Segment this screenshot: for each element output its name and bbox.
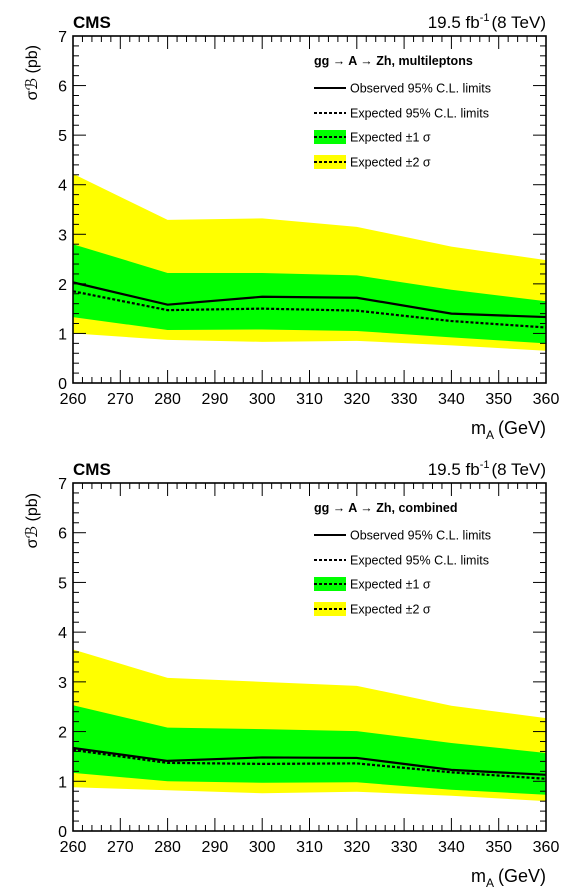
x-tick-label: 320 (343, 391, 370, 408)
luminosity-value: 19.5 fb (428, 460, 480, 479)
x-axis-label-unit: (GeV) (498, 418, 546, 438)
legend-entry: Observed 95% C.L. limits (350, 529, 491, 543)
legend-entry: Observed 95% C.L. limits (350, 82, 491, 96)
experiment-label: CMS (73, 460, 111, 479)
energy-label: (8 TeV) (492, 13, 547, 32)
x-tick-label: 360 (533, 391, 560, 408)
y-axis-label: σℬ (pb) (24, 493, 41, 548)
y-tick-label: 2 (58, 277, 67, 294)
x-tick-label: 280 (154, 391, 181, 408)
x-tick-label: 330 (391, 839, 418, 856)
y-tick-label: 1 (58, 774, 67, 791)
x-tick-label: 340 (438, 839, 465, 856)
y-tick-label: 2 (58, 725, 67, 742)
y-tick-label: 6 (58, 79, 67, 96)
legend-title: gg → A → Zh, combined (314, 501, 458, 515)
x-tick-label: 280 (154, 839, 181, 856)
x-tick-label: 300 (249, 839, 276, 856)
x-tick-label: 290 (202, 391, 229, 408)
y-tick-label: 7 (58, 476, 67, 493)
chart-panel-2: 260 270 280 290 300 310 320 330 340 350 360 0 1 2 3 4 5 6… (24, 459, 559, 888)
y-tick-label: 3 (58, 227, 67, 244)
y-axis-label: σℬ (pb) (24, 45, 41, 100)
x-tick-label: 350 (485, 839, 512, 856)
x-tick-label: 270 (107, 839, 134, 856)
y-tick-label: 0 (58, 824, 67, 841)
y-tick-label: 4 (58, 625, 67, 642)
chart-panel-1: 260 270 280 290 300 310 320 330 340 350 360 0 1 2 3 4 5 6… (24, 12, 559, 442)
y-tick-label: 3 (58, 675, 67, 692)
x-tick-label: 260 (60, 391, 87, 408)
legend-entry: Expected ±1 σ (350, 578, 431, 592)
expected-limit-line (72, 748, 547, 780)
y-tick-label: 7 (58, 29, 67, 46)
x-tick-label: 320 (343, 839, 370, 856)
y-tick-label: 5 (58, 128, 67, 145)
legend-entry: Expected ±2 σ (350, 603, 431, 617)
x-tick-label: 310 (296, 391, 323, 408)
x-axis-label-symbol: m (471, 418, 486, 438)
luminosity-value: 19.5 fb (428, 13, 480, 32)
x-tick-label: 260 (60, 839, 87, 856)
luminosity-label: 19.5 fb-1 (8 TeV) (428, 12, 546, 32)
x-axis-label-unit: (GeV) (498, 866, 546, 886)
x-tick-label: 290 (202, 839, 229, 856)
x-axis-label-subscript: A (486, 876, 494, 888)
x-tick-label: 340 (438, 391, 465, 408)
y-tick-label: 0 (58, 376, 67, 393)
x-axis-label: mA (GeV) (471, 418, 546, 442)
luminosity-exponent: -1 (480, 12, 490, 24)
y-tick-label: 4 (58, 178, 67, 195)
luminosity-label: 19.5 fb-1 (8 TeV) (428, 459, 546, 479)
legend-entry: Expected ±1 σ (350, 131, 431, 145)
x-tick-label: 360 (533, 839, 560, 856)
x-tick-label: 300 (249, 391, 276, 408)
luminosity-exponent: -1 (480, 459, 490, 471)
expected-limit-line (72, 290, 547, 329)
band-1sigma (73, 705, 546, 795)
x-tick-label: 330 (391, 391, 418, 408)
legend-entry: Expected 95% C.L. limits (350, 554, 489, 568)
experiment-label: CMS (73, 13, 111, 32)
observed-limit-line (72, 281, 547, 319)
x-tick-label: 270 (107, 391, 134, 408)
x-axis-label-symbol: m (471, 866, 486, 886)
y-tick-label: 5 (58, 575, 67, 592)
y-tick-label: 6 (58, 526, 67, 543)
x-axis-label: mA (GeV) (471, 866, 546, 888)
x-tick-label: 350 (485, 391, 512, 408)
observed-limit-line (72, 746, 547, 776)
x-tick-label: 310 (296, 839, 323, 856)
energy-label: (8 TeV) (492, 460, 547, 479)
y-tick-label: 1 (58, 326, 67, 343)
legend-title: gg → A → Zh, multileptons (314, 54, 473, 68)
legend-entry: Expected 95% C.L. limits (350, 107, 489, 121)
legend-entry: Expected ±2 σ (350, 156, 431, 170)
x-axis-label-subscript: A (486, 428, 494, 442)
